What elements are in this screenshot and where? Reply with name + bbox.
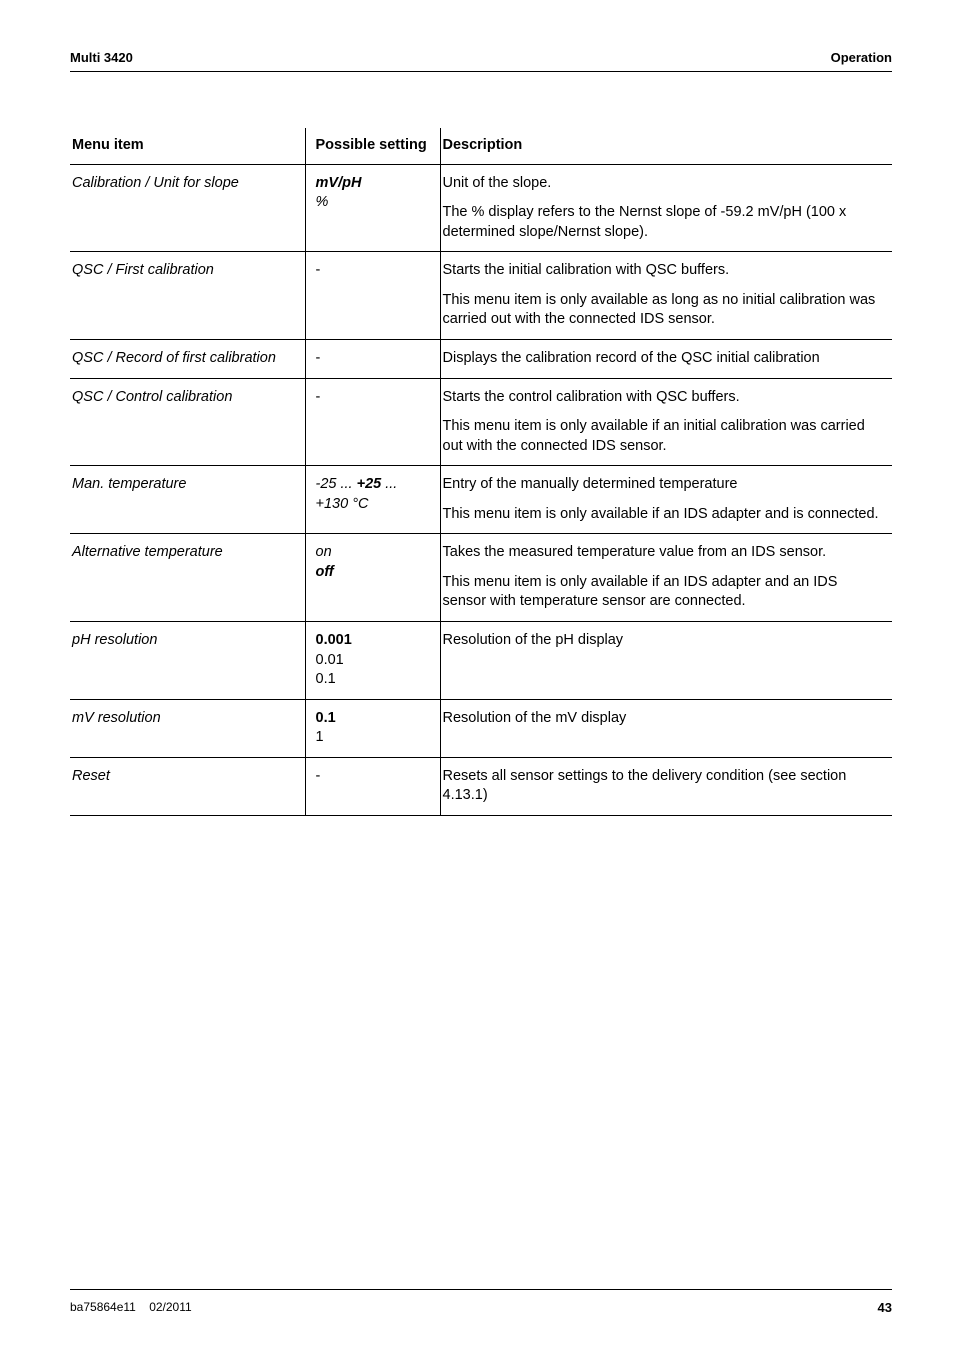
footer-left: ba75864e11 02/2011 — [70, 1300, 192, 1315]
cell-possible-setting: - — [305, 339, 440, 378]
cell-menu-item: Man. temperature — [70, 466, 305, 534]
cell-possible-setting: - — [305, 252, 440, 340]
settings-table: Menu item Possible setting Description C… — [70, 128, 892, 816]
cell-possible-setting: onoff — [305, 534, 440, 622]
table-row: pH resolution0.0010.010.1Resolution of t… — [70, 622, 892, 700]
cell-description: Resolution of the pH display — [440, 622, 892, 700]
cell-menu-item: mV resolution — [70, 699, 305, 757]
cell-menu-item: Alternative temperature — [70, 534, 305, 622]
cell-menu-item: Reset — [70, 757, 305, 815]
table-row: Alternative temperatureonoffTakes the me… — [70, 534, 892, 622]
th-menu-item: Menu item — [70, 128, 305, 164]
page-footer: ba75864e11 02/2011 43 — [70, 1289, 892, 1315]
cell-description: Unit of the slope.The % display refers t… — [440, 164, 892, 252]
th-possible-setting: Possible setting — [305, 128, 440, 164]
cell-menu-item: QSC / Record of first calibration — [70, 339, 305, 378]
cell-menu-item: QSC / First calibration — [70, 252, 305, 340]
table-row: QSC / First calibration-Starts the initi… — [70, 252, 892, 340]
footer-page-number: 43 — [878, 1300, 892, 1315]
cell-menu-item: pH resolution — [70, 622, 305, 700]
cell-possible-setting: - — [305, 378, 440, 466]
cell-description: Resolution of the mV display — [440, 699, 892, 757]
cell-possible-setting: - — [305, 757, 440, 815]
cell-possible-setting: mV/pH% — [305, 164, 440, 252]
cell-description: Starts the control calibration with QSC … — [440, 378, 892, 466]
table-row: Man. temperature-25 ... +25 ... +130 °CE… — [70, 466, 892, 534]
header-right: Operation — [831, 50, 892, 65]
cell-possible-setting: -25 ... +25 ... +130 °C — [305, 466, 440, 534]
cell-description: Starts the initial calibration with QSC … — [440, 252, 892, 340]
cell-description: Resets all sensor settings to the delive… — [440, 757, 892, 815]
page-header: Multi 3420 Operation — [70, 50, 892, 72]
cell-description: Displays the calibration record of the Q… — [440, 339, 892, 378]
table-row: Reset-Resets all sensor settings to the … — [70, 757, 892, 815]
cell-possible-setting: 0.11 — [305, 699, 440, 757]
cell-description: Entry of the manually determined tempera… — [440, 466, 892, 534]
th-description: Description — [440, 128, 892, 164]
table-row: QSC / Record of first calibration-Displa… — [70, 339, 892, 378]
cell-description: Takes the measured temperature value fro… — [440, 534, 892, 622]
table-row: mV resolution0.11Resolution of the mV di… — [70, 699, 892, 757]
cell-menu-item: Calibration / Unit for slope — [70, 164, 305, 252]
header-left: Multi 3420 — [70, 50, 133, 65]
table-row: Calibration / Unit for slopemV/pH%Unit o… — [70, 164, 892, 252]
table-row: QSC / Control calibration-Starts the con… — [70, 378, 892, 466]
cell-possible-setting: 0.0010.010.1 — [305, 622, 440, 700]
cell-menu-item: QSC / Control calibration — [70, 378, 305, 466]
